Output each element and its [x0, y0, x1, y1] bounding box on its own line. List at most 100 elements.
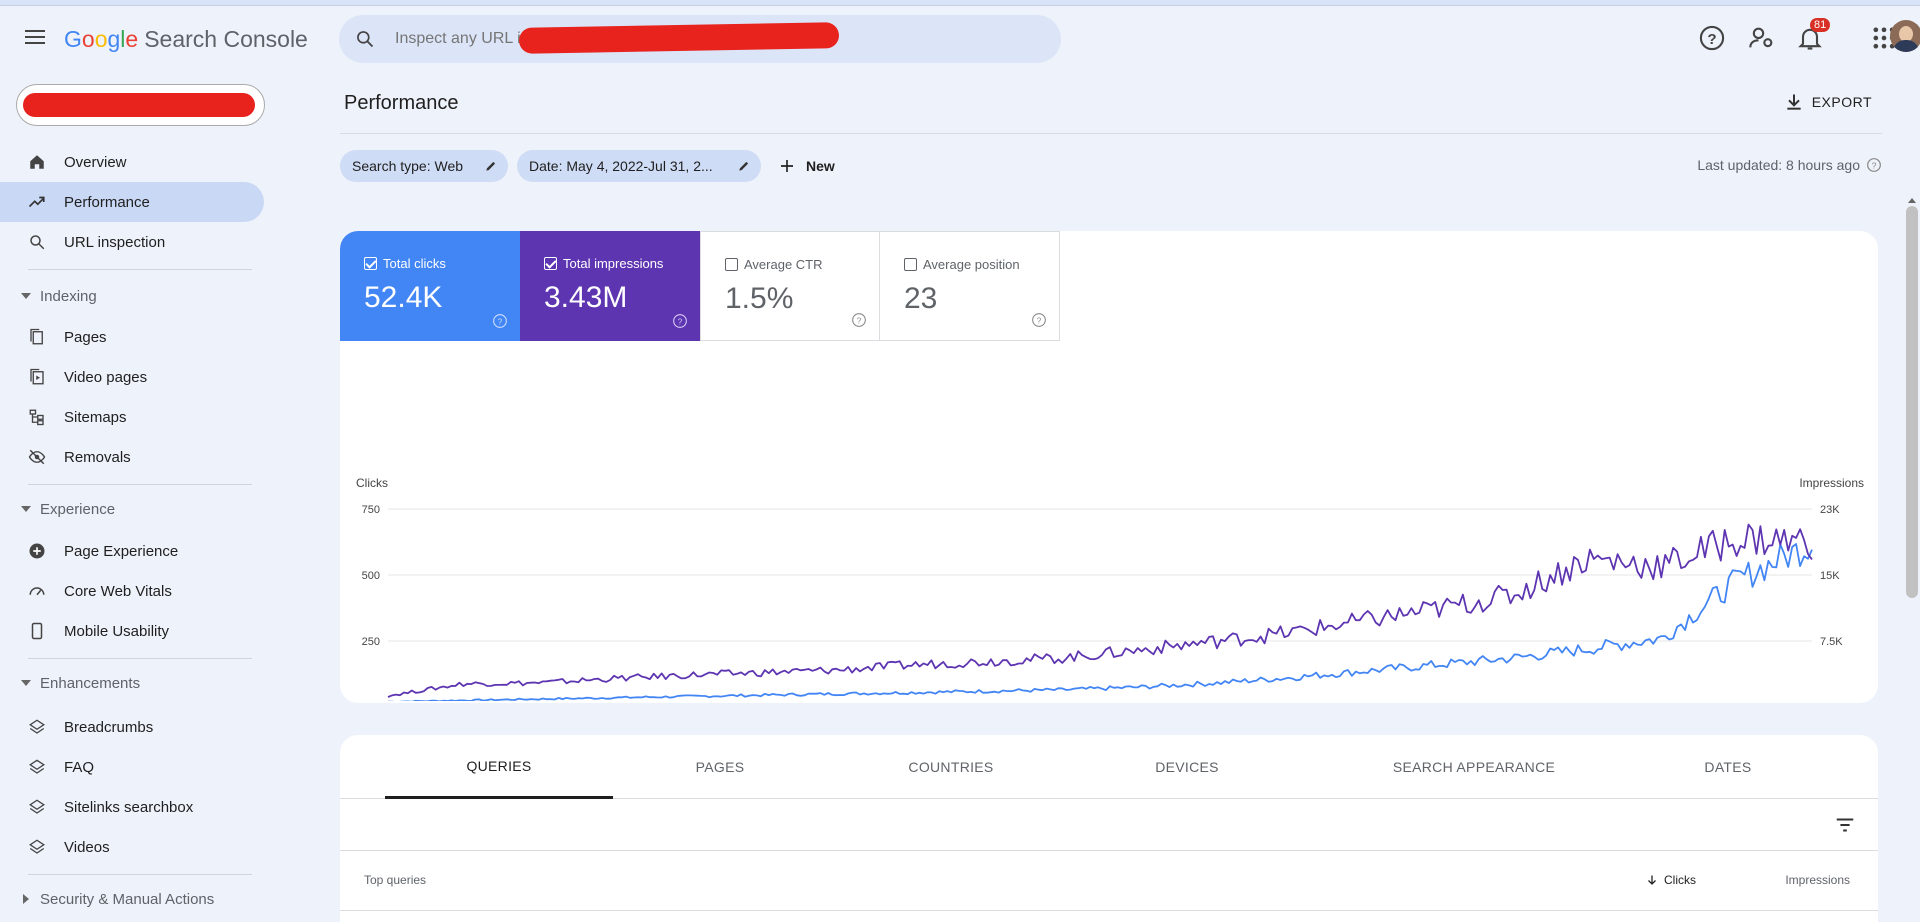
filter-list-icon[interactable] [1834, 814, 1856, 836]
help-icon[interactable]: ? [1698, 24, 1726, 52]
sidebar-section-enhancements[interactable]: Enhancements [0, 667, 264, 701]
dimension-table: QUERIES PAGES COUNTRIES DEVICES SEARCH A… [340, 735, 1878, 922]
edit-pencil-icon [486, 161, 496, 171]
sidebar: Overview Performance URL inspection Inde… [0, 70, 265, 922]
sidebar-item-url-inspection[interactable]: URL inspection [0, 222, 264, 262]
pages-icon [30, 328, 43, 345]
help-icon[interactable]: ? [1031, 312, 1047, 328]
download-icon [1787, 94, 1801, 110]
sidebar-item-video-pages[interactable]: Video pages [0, 357, 264, 397]
performance-chart[interactable]: Clicks Impressions 7505002500 23K15K7.5K… [340, 351, 1878, 701]
header-actions: ? 81 [1620, 16, 1920, 60]
layers-icon [29, 759, 45, 774]
svg-text:?: ? [857, 316, 862, 325]
page-scrollbar[interactable] [1906, 206, 1918, 598]
tab-countries[interactable]: COUNTRIES [908, 759, 994, 775]
metric-value: 3.43M [544, 281, 628, 314]
export-button[interactable]: EXPORT [1784, 92, 1872, 112]
plus-icon [781, 160, 793, 172]
metric-value: 1.5% [725, 282, 794, 315]
main-menu-button[interactable] [20, 26, 50, 56]
new-filter-button[interactable]: New [778, 150, 835, 182]
series-line-clicks[interactable] [387, 543, 1813, 701]
help-icon[interactable]: ? [672, 313, 688, 329]
right-tick-label: 15K [1820, 570, 1840, 582]
sidebar-section-experience[interactable]: Experience [0, 493, 264, 527]
collapse-arrow-icon [21, 506, 31, 512]
column-header-queries: Top queries [364, 873, 427, 887]
tab-queries[interactable]: QUERIES [385, 735, 613, 799]
trending-up-icon [28, 196, 45, 208]
left-axis-label: Clicks [356, 476, 388, 490]
sidebar-item-core-web-vitals[interactable]: Core Web Vitals [0, 571, 264, 611]
search-type-filter-chip[interactable]: Search type: Web [340, 150, 508, 182]
scrollbar-up-arrow-icon[interactable] [1908, 198, 1916, 203]
search-console-logo[interactable]: Google Search Console [64, 26, 308, 52]
sidebar-section-indexing[interactable]: Indexing [0, 280, 264, 314]
help-icon[interactable]: ? [851, 312, 867, 328]
search-icon [357, 31, 374, 48]
series-line-impressions[interactable] [387, 523, 1813, 698]
metric-average-position[interactable]: Average position 23 ? [880, 231, 1060, 341]
manage-users-icon[interactable] [1748, 24, 1776, 52]
sidebar-section-security[interactable]: Security & Manual Actions [0, 883, 264, 917]
left-tick-label: 250 [362, 636, 380, 648]
performance-card: Total clicks 52.4K ? Total impressions 3… [340, 231, 1878, 703]
sidebar-divider [28, 658, 252, 659]
metric-total-impressions[interactable]: Total impressions 3.43M ? [520, 231, 700, 341]
checkbox-checked-icon[interactable] [544, 257, 557, 270]
tab-devices[interactable]: DEVICES [1155, 759, 1219, 775]
sidebar-item-faq[interactable]: FAQ [0, 747, 264, 787]
sidebar-item-removals[interactable]: Removals [0, 437, 264, 477]
checkbox-checked-icon[interactable] [364, 257, 377, 270]
metric-average-ctr[interactable]: Average CTR 1.5% ? [700, 231, 880, 341]
metric-total-clicks[interactable]: Total clicks 52.4K ? [340, 231, 520, 341]
help-icon[interactable]: ? [492, 313, 508, 329]
smartphone-icon [31, 622, 43, 640]
metric-value: 23 [904, 282, 938, 315]
browser-top-strip [0, 0, 1920, 6]
layers-icon [29, 799, 45, 814]
sidebar-item-sitemaps[interactable]: Sitemaps [0, 397, 264, 437]
layers-icon [29, 839, 45, 854]
checkbox-unchecked-icon[interactable] [904, 258, 917, 271]
svg-text:?: ? [678, 317, 683, 326]
sidebar-divider [28, 484, 252, 485]
svg-text:?: ? [1707, 31, 1716, 48]
sidebar-item-sitelinks-searchbox[interactable]: Sitelinks searchbox [0, 787, 264, 827]
tab-dates[interactable]: DATES [1704, 759, 1752, 775]
date-filter-chip[interactable]: Date: May 4, 2022-Jul 31, 2... [517, 150, 761, 182]
url-inspection-search[interactable] [339, 15, 1061, 63]
user-avatar[interactable] [1890, 20, 1920, 52]
sidebar-item-overview[interactable]: Overview [0, 142, 264, 182]
last-updated-text: Last updated: 8 hours ago ? [1697, 157, 1882, 173]
sidebar-item-mobile-usability[interactable]: Mobile Usability [0, 611, 264, 651]
sidebar-item-pages[interactable]: Pages [0, 317, 264, 357]
table-filter-row [340, 799, 1878, 851]
layers-icon [29, 719, 45, 734]
metric-value: 52.4K [364, 281, 443, 314]
sidebar-divider [28, 269, 252, 270]
right-axis-label: Impressions [1799, 476, 1864, 490]
arrow-down-icon [1648, 875, 1656, 885]
svg-text:?: ? [498, 317, 503, 326]
video-pages-icon [30, 368, 44, 385]
column-header-impressions[interactable]: Impressions [1785, 873, 1850, 887]
table-column-headers: Top queries Clicks Impressions [340, 851, 1878, 911]
sidebar-item-performance[interactable]: Performance [0, 182, 264, 222]
sidebar-item-page-experience[interactable]: Page Experience [0, 531, 264, 571]
help-icon[interactable]: ? [1866, 157, 1882, 173]
eye-off-icon [28, 449, 46, 465]
sidebar-item-videos[interactable]: Videos [0, 827, 264, 867]
svg-text:?: ? [1872, 160, 1877, 170]
left-tick-label: 750 [362, 504, 380, 516]
tab-search-appearance[interactable]: SEARCH APPEARANCE [1392, 759, 1556, 775]
notifications-button[interactable]: 81 [1796, 18, 1831, 52]
tab-pages[interactable]: PAGES [695, 759, 745, 775]
sidebar-item-breadcrumbs[interactable]: Breadcrumbs [0, 707, 264, 747]
search-icon [30, 235, 45, 250]
checkbox-unchecked-icon[interactable] [725, 258, 738, 271]
column-header-clicks[interactable]: Clicks [1646, 873, 1696, 887]
sidebar-divider [28, 874, 252, 875]
property-selector[interactable] [16, 84, 265, 126]
